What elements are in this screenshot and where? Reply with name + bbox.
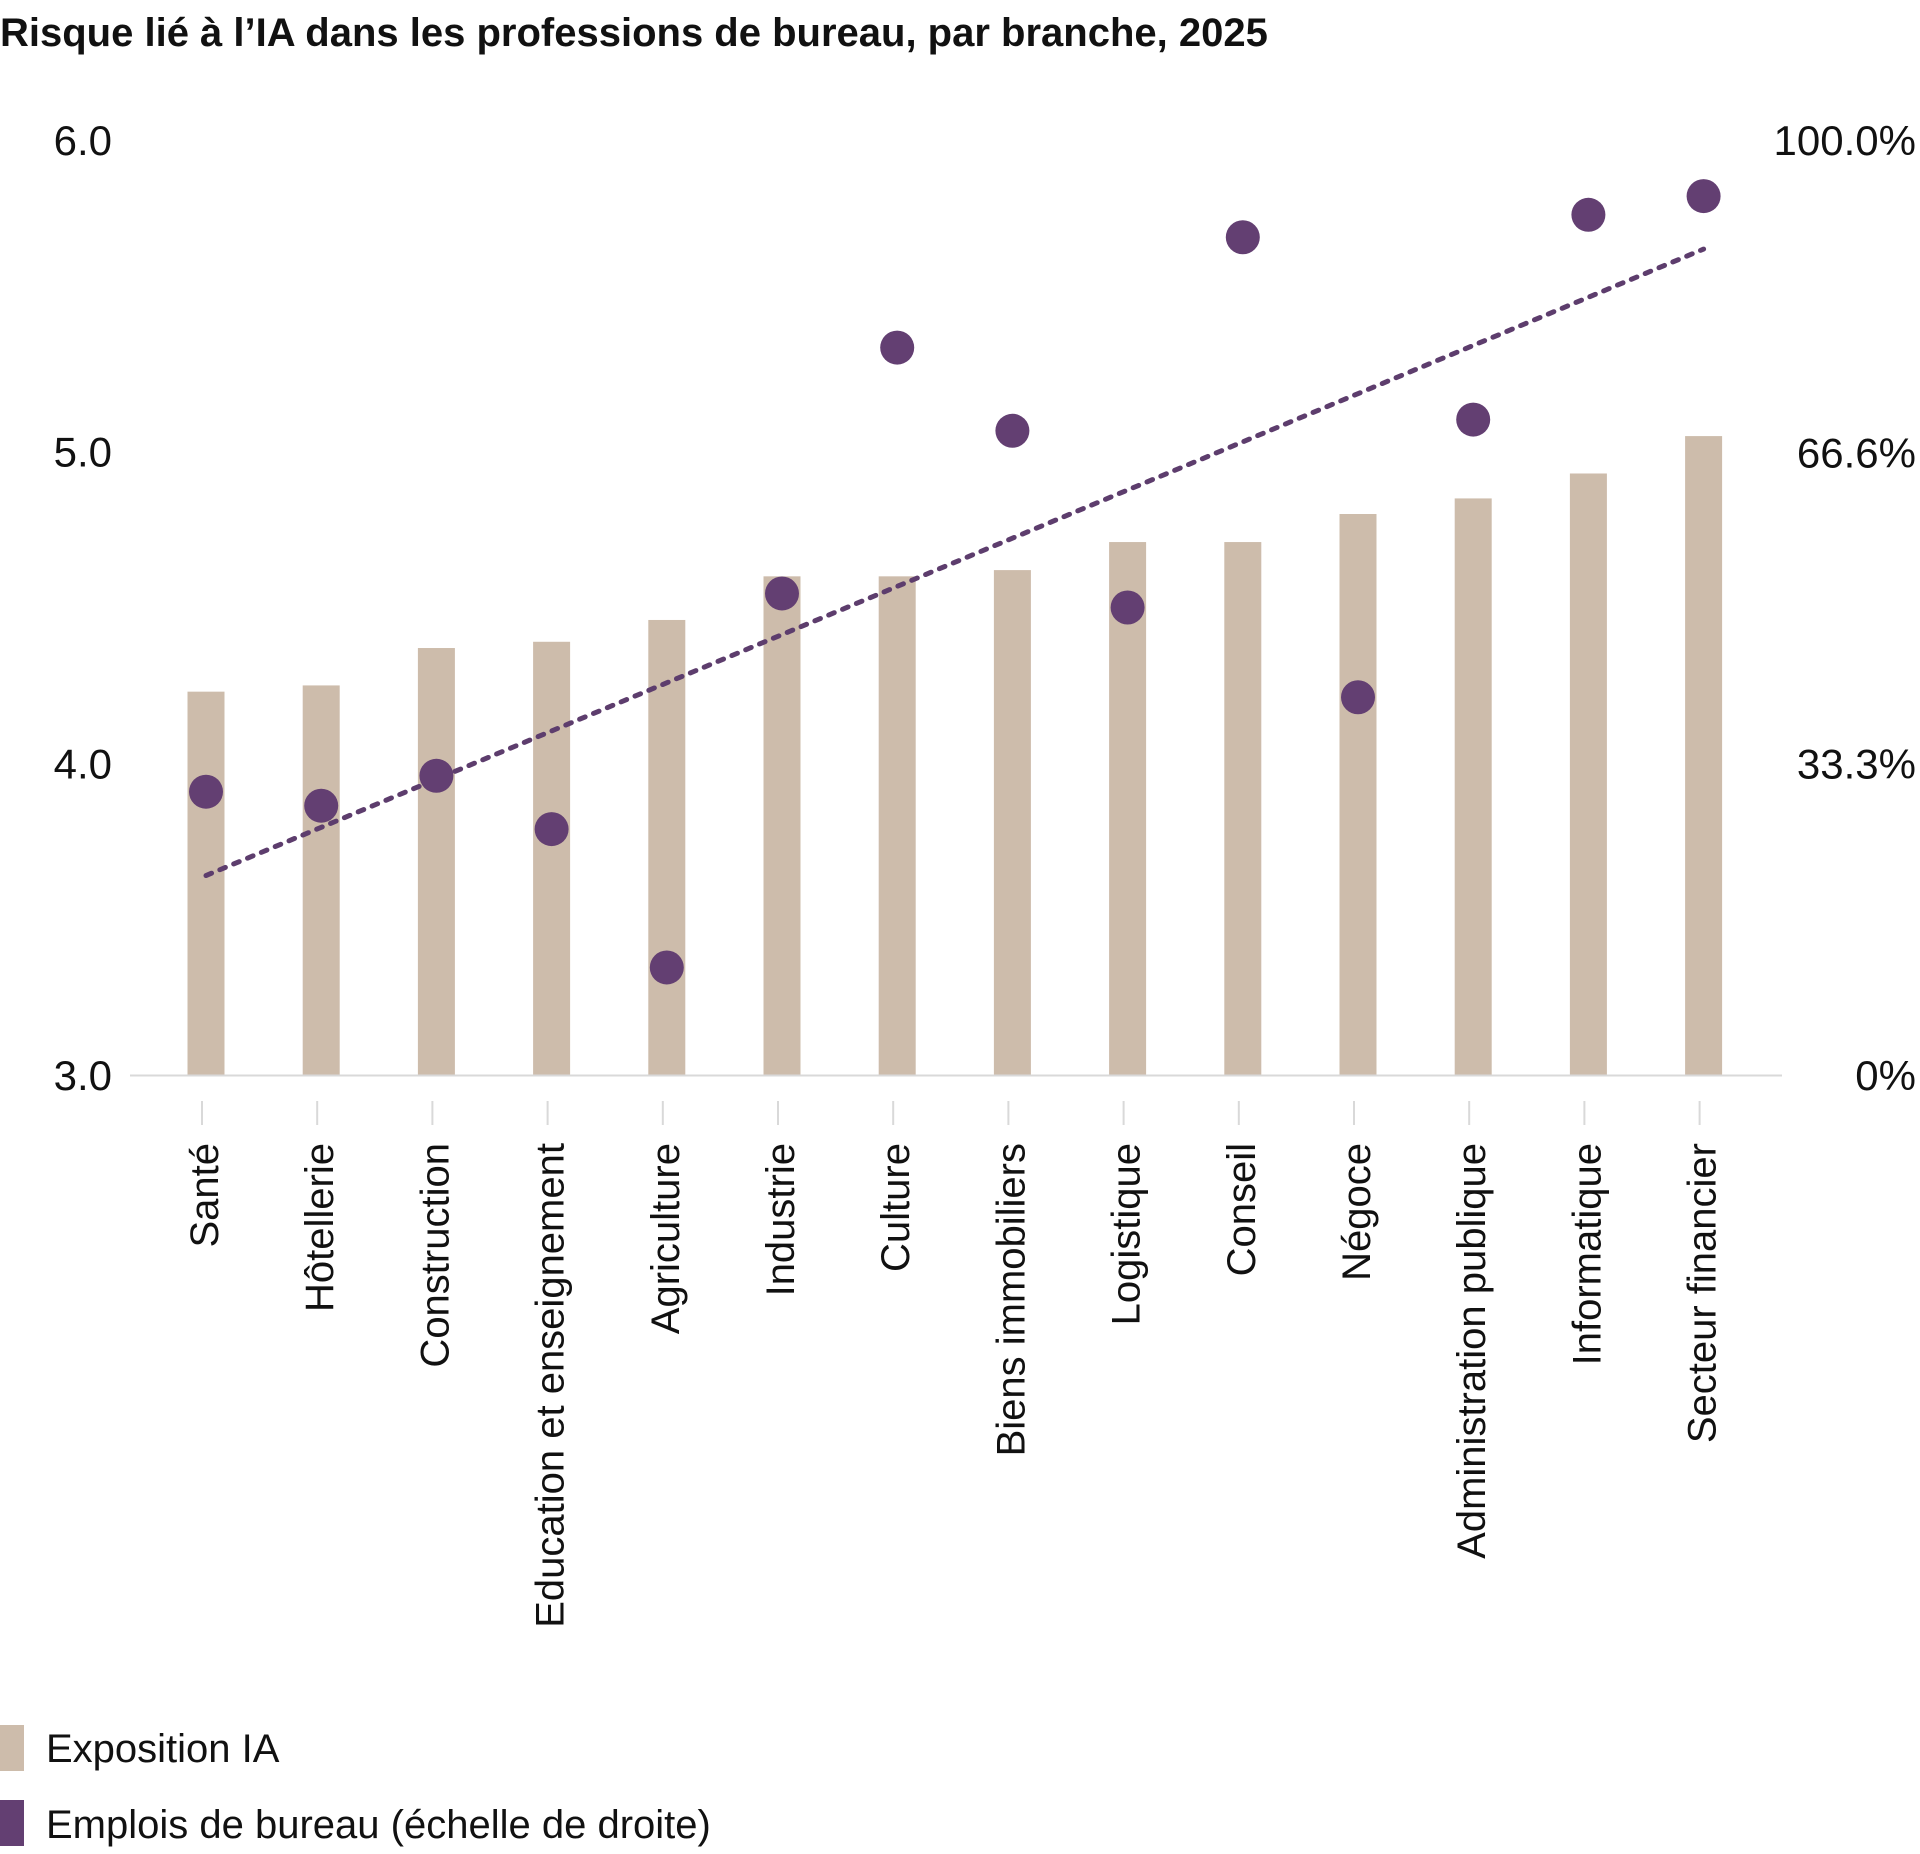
category-label-7: Biens immobiliers <box>989 1143 1033 1456</box>
category-label-9: Conseil <box>1220 1143 1264 1276</box>
legend: Exposition IA Emplois de bureau (échelle… <box>0 1725 711 1847</box>
bar-3 <box>533 641 571 1075</box>
y-left-tick-label-0: 3.0 <box>54 1052 112 1099</box>
category-labels-layer: Santé Hôtellerie Construction Education et … <box>183 1143 1725 1628</box>
legend-swatch-exposition <box>0 1725 24 1771</box>
dot-6 <box>880 330 915 365</box>
category-label-6: Culture <box>874 1143 918 1272</box>
dot-7 <box>995 413 1030 448</box>
legend-label-exposition: Exposition IA <box>46 1727 280 1771</box>
dot-13 <box>1686 179 1721 214</box>
category-label-10: Négoce <box>1335 1143 1379 1281</box>
dot-2 <box>419 758 454 793</box>
category-label-8: Logistique <box>1105 1143 1149 1325</box>
y-left-tick-label-1: 4.0 <box>54 740 112 787</box>
bar-6 <box>878 576 916 1075</box>
bar-1 <box>302 685 340 1075</box>
y-right-tick-label-1: 33.3% <box>1797 741 1916 788</box>
chart-title: Risque lié à l’IA dans les professions d… <box>0 11 1268 55</box>
legend-label-emplois: Emplois de bureau (échelle de droite) <box>46 1803 711 1847</box>
bar-8 <box>1109 542 1147 1075</box>
y-right-tick-label-2: 66.6% <box>1797 429 1916 476</box>
category-label-2: Construction <box>413 1143 457 1368</box>
dot-3 <box>534 812 569 847</box>
dot-9 <box>1225 220 1260 255</box>
category-label-11: Administration publique <box>1450 1143 1494 1559</box>
bar-12 <box>1569 473 1607 1075</box>
legend-swatch-emplois <box>0 1800 24 1846</box>
category-label-0: Santé <box>183 1143 227 1248</box>
trendline-layer <box>203 246 1707 879</box>
bar-10 <box>1339 514 1377 1075</box>
bar-0 <box>187 691 225 1075</box>
category-label-1: Hôtellerie <box>298 1143 342 1312</box>
category-label-3: Education et enseignement <box>529 1143 573 1628</box>
tick-labels-layer: 3.0 4.0 5.0 6.0 0% 33.3% 66.6% 100.0% <box>54 117 1916 1099</box>
dot-10 <box>1341 680 1375 715</box>
dot-5 <box>765 576 799 611</box>
y-right-tick-label-0: 0% <box>1855 1052 1916 1099</box>
y-right-tick-label-3: 100.0% <box>1774 117 1916 164</box>
bar-2 <box>417 648 455 1075</box>
bar-4 <box>648 619 686 1075</box>
y-left-tick-label-3: 6.0 <box>54 117 112 164</box>
dot-4 <box>649 950 684 985</box>
y-left-tick-label-2: 5.0 <box>54 429 112 476</box>
dot-12 <box>1571 197 1606 232</box>
trendline <box>203 246 1707 879</box>
category-label-12: Informatique <box>1565 1143 1609 1365</box>
category-label-13: Secteur financier <box>1681 1143 1725 1443</box>
dots-layer <box>189 179 1721 985</box>
category-label-5: Industrie <box>759 1143 803 1296</box>
bar-5 <box>763 576 801 1075</box>
dot-11 <box>1456 402 1491 437</box>
bar-7 <box>993 570 1031 1075</box>
category-label-4: Agriculture <box>644 1143 688 1334</box>
dot-1 <box>304 788 339 823</box>
dot-0 <box>189 774 223 809</box>
bar-9 <box>1224 542 1262 1075</box>
dot-8 <box>1110 590 1145 625</box>
axis-layer <box>130 1074 1782 1125</box>
bar-11 <box>1454 498 1492 1076</box>
bars-layer <box>187 436 1723 1076</box>
bar-13 <box>1685 436 1723 1075</box>
